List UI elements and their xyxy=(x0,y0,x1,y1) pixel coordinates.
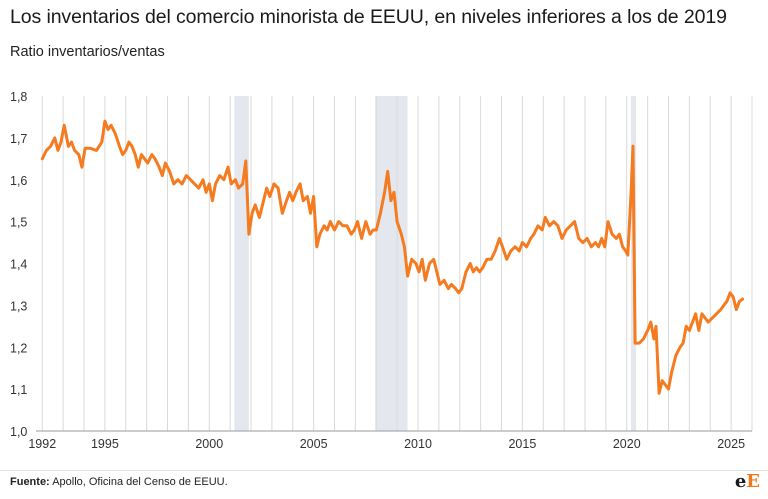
x-tick-label: 1995 xyxy=(91,437,119,451)
logo-main: e xyxy=(734,471,747,492)
recession-band-0 xyxy=(234,96,249,431)
x-tick-label: 2015 xyxy=(508,437,536,451)
y-tick-label: 1,3 xyxy=(10,299,27,313)
x-tick-label: 2000 xyxy=(195,437,223,451)
publisher-logo[interactable]: eE xyxy=(735,471,760,492)
logo-accent: E xyxy=(746,471,760,492)
y-tick-label: 1,2 xyxy=(10,341,27,355)
series-line xyxy=(40,119,745,395)
x-tick-label: 2010 xyxy=(404,437,432,451)
y-tick-label: 1,8 xyxy=(10,90,27,104)
x-tick-label: 2005 xyxy=(300,437,328,451)
y-tick-label: 1,6 xyxy=(10,174,27,188)
y-tick-label: 1,7 xyxy=(10,132,27,146)
source-note: Fuente: Apollo, Oficina del Censo de EEU… xyxy=(10,476,228,488)
chart-title: Los inventarios del comercio minorista d… xyxy=(10,6,727,28)
y-tick-label: 1,1 xyxy=(10,383,27,397)
x-tick-label: 1992 xyxy=(28,437,56,451)
chart-subtitle: Ratio inventarios/ventas xyxy=(10,44,165,60)
source-label: Fuente: xyxy=(10,476,50,488)
x-tick-label: 2020 xyxy=(613,437,641,451)
y-tick-label: 1,0 xyxy=(10,425,27,439)
source-text: Apollo, Oficina del Censo de EEUU. xyxy=(52,476,228,488)
line-chart: 1,0 1,1 1,2 1,3 1,4 1,5 1,6 1,7 1,8 1992 1995 2000 2… xyxy=(10,90,753,451)
recession-band-1 xyxy=(375,96,408,431)
x-tick-label: 2025 xyxy=(717,437,745,451)
footer-divider xyxy=(0,470,768,471)
y-tick-label: 1,4 xyxy=(10,258,27,272)
y-tick-label: 1,5 xyxy=(10,216,27,230)
